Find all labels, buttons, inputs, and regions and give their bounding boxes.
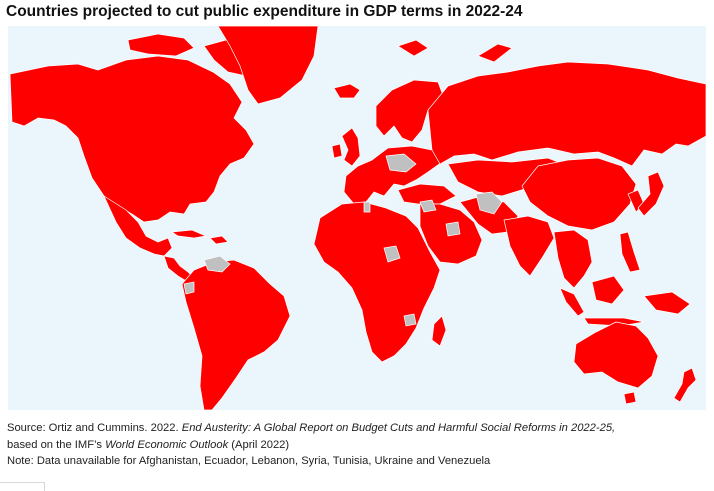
source-line2-prefix: based on the IMF’s — [7, 438, 106, 451]
source-prefix: Source: Ortiz and Cummins. 2022. — [7, 422, 182, 434]
madagascar — [431, 315, 447, 347]
report-title: End Austerity: A Global Report on Budget… — [181, 422, 616, 434]
map-caption: Source: Ortiz and Cummins. 2022. End Aus… — [7, 420, 709, 470]
source-line-1: Source: Ortiz and Cummins. 2022. End Aus… — [7, 420, 709, 437]
map-title: Countries projected to cut public expend… — [6, 3, 523, 20]
uk — [341, 127, 361, 167]
indonesia-borneo-java — [591, 275, 625, 305]
outlook-title: World Economic Outlook — [105, 438, 229, 451]
svalbard — [397, 39, 429, 57]
sheet-edge — [0, 482, 45, 491]
china-mongolia — [521, 157, 637, 231]
south-america — [181, 259, 291, 410]
iceland — [333, 83, 361, 99]
source-line-2: based on the IMF’s World Economic Outloo… — [7, 437, 709, 454]
india — [503, 215, 555, 277]
japan — [637, 171, 665, 217]
north-america — [9, 55, 255, 223]
tasmania — [623, 391, 637, 405]
ireland — [331, 143, 343, 159]
new-guinea — [643, 291, 691, 315]
note-line: Note: Data unavailable for Afghanistan, … — [7, 455, 491, 468]
greenland — [217, 26, 319, 105]
scandinavia — [375, 79, 445, 143]
countries-cutting-expenditure — [9, 26, 706, 410]
venezuela — [203, 255, 231, 273]
grey-africa-2 — [403, 313, 417, 327]
grey-arabia — [445, 221, 461, 237]
taiwan-philippines — [619, 231, 641, 273]
cuba — [171, 229, 207, 239]
hispaniola — [209, 235, 229, 245]
australia — [573, 321, 659, 389]
indonesia-sumatra — [559, 287, 585, 317]
novaya-zemlya — [477, 43, 513, 63]
turkey-caucasus — [397, 183, 457, 205]
source-line2-suffix: (April 2022) — [228, 438, 290, 451]
world-map — [8, 26, 706, 410]
grey-africa-1 — [383, 245, 401, 263]
russia — [427, 61, 706, 167]
canada-islands — [127, 33, 195, 57]
new-zealand — [673, 367, 697, 403]
syria-lebanon — [419, 199, 437, 213]
mexico — [103, 195, 173, 257]
afghanistan — [475, 191, 503, 215]
java-chain — [583, 317, 645, 327]
tunisia — [363, 201, 371, 213]
data-unavailable-countries — [183, 153, 503, 327]
southeast-asia — [553, 229, 593, 289]
ukraine — [385, 153, 417, 173]
ecuador — [183, 281, 195, 295]
